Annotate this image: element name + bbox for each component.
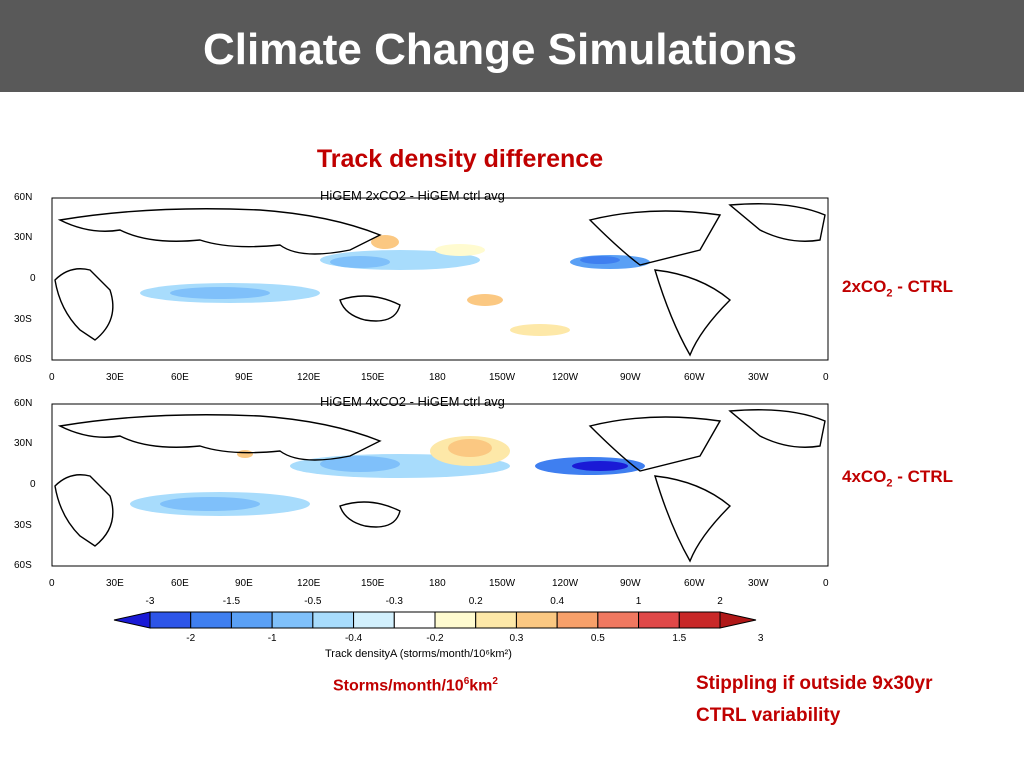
colorbar-swatch — [393, 611, 436, 629]
lon-label: 120W — [552, 578, 579, 589]
colorbar-tick-label: 1 — [635, 596, 642, 607]
lon-label: 90E — [235, 578, 253, 589]
lat-label: 0 — [30, 479, 36, 490]
colorbar-swatch — [678, 611, 721, 629]
lon-label: 90W — [620, 372, 641, 383]
map-panel-4xco2: HiGEM 4xCO2 - HiGEM ctrl avg 60N 30N 0 3… — [0, 394, 840, 589]
colorbar-tick-label: 2 — [717, 596, 723, 607]
colorbar-tick-label: 1.5 — [672, 633, 687, 644]
colorbar: -3 -1.5 -0.5 -0.3 0.2 0.4 1 2 -2 -1 -0.4 -0.2 0.3 0.… — [110, 596, 770, 666]
slide-title: Climate Change Simulations — [202, 25, 798, 74]
colorbar-swatch — [597, 611, 640, 629]
colorbar-arrow-right — [719, 611, 757, 629]
lon-label: 120E — [297, 372, 321, 383]
stippling-note: Stippling if outside 9x30yr CTRL variabi… — [696, 668, 933, 732]
map-title-2xco2: HiGEM 2xCO2 - HiGEM ctrl avg — [320, 188, 505, 203]
lon-label: 60W — [684, 578, 705, 589]
lat-label: 0 — [30, 273, 36, 284]
lon-label: 90E — [235, 372, 253, 383]
colorbar-tick-label: 0.3 — [509, 633, 524, 644]
lat-label: 60S — [14, 560, 32, 571]
colorbar-tick-label: -2 — [186, 633, 196, 644]
panel-label-2xco2: 2xCO2 - CTRL — [842, 277, 953, 300]
lon-label: 90W — [620, 578, 641, 589]
lon-label: 120E — [297, 578, 321, 589]
colorbar-tick-label: 0.2 — [468, 596, 483, 607]
colorbar-tick-label: -0.3 — [385, 596, 403, 607]
colorbar-tick-label: -0.5 — [304, 596, 322, 607]
lon-label: 60E — [171, 578, 189, 589]
lon-label: 30W — [748, 372, 769, 383]
colorbar-tick-label: -0.2 — [426, 633, 444, 644]
lon-label: 30E — [106, 372, 124, 383]
map-title-4xco2: HiGEM 4xCO2 - HiGEM ctrl avg — [320, 394, 505, 409]
colorbar-swatch — [190, 611, 232, 629]
stippling-line-2: CTRL variability — [696, 705, 841, 726]
colorbar-caption: Track densityA (storms/month/10⁶km²) — [325, 648, 512, 660]
lat-label: 60N — [14, 192, 33, 203]
chart-subtitle: Track density difference — [316, 145, 604, 173]
lat-label: 30S — [14, 314, 32, 325]
title-bar — [0, 0, 1024, 92]
lon-label: 0 — [49, 372, 55, 383]
map-panel-2xco2: HiGEM 2xCO2 - HiGEM ctrl avg 60N 30N 0 3… — [0, 188, 840, 383]
colorbar-swatch — [556, 611, 599, 629]
lon-label: 150W — [489, 372, 516, 383]
colorbar-tick-label: 3 — [757, 633, 764, 644]
colorbar-swatch — [271, 611, 314, 629]
colorbar-swatch — [312, 611, 355, 629]
lon-label: 150E — [361, 372, 385, 383]
colorbar-arrow-left — [113, 611, 151, 629]
lon-label: 150W — [489, 578, 516, 589]
lon-label: 0 — [823, 372, 829, 383]
colorbar-swatch — [230, 611, 273, 629]
lat-label: 30N — [14, 232, 33, 243]
colorbar-tick-label: -1 — [267, 633, 277, 644]
units-label: Storms/month/106km2 — [333, 676, 498, 695]
lon-label: 30W — [748, 578, 769, 589]
map-figure-2xco2 — [51, 197, 829, 361]
lat-label: 30S — [14, 520, 32, 531]
colorbar-swatch — [434, 611, 477, 629]
map-figure-4xco2 — [51, 403, 829, 567]
colorbar-tick-label: -1.5 — [222, 596, 241, 607]
colorbar-tick-label: 0.5 — [590, 633, 605, 644]
lon-label: 60W — [684, 372, 705, 383]
lon-label: 30E — [106, 578, 124, 589]
colorbar-swatch — [149, 611, 192, 629]
lon-label: 60E — [171, 372, 189, 383]
colorbar-tick-label: 0.4 — [550, 596, 565, 607]
colorbar-graphic — [113, 611, 757, 629]
lon-label: 0 — [823, 578, 829, 589]
colorbar-swatch — [515, 611, 558, 629]
lon-label: 150E — [361, 578, 385, 589]
lat-label: 30N — [14, 438, 33, 449]
lat-label: 60N — [14, 398, 33, 409]
lon-label: 180 — [429, 372, 446, 383]
colorbar-swatch — [638, 611, 680, 629]
lon-label: 120W — [552, 372, 579, 383]
colorbar-tick-label: -3 — [145, 596, 155, 607]
stippling-line-1: Stippling if outside 9x30yr — [696, 673, 933, 694]
lon-label: 180 — [429, 578, 446, 589]
colorbar-swatch — [475, 611, 517, 629]
colorbar-swatch — [353, 611, 395, 629]
lon-label: 0 — [49, 578, 55, 589]
lat-label: 60S — [14, 354, 32, 365]
panel-label-4xco2: 4xCO2 - CTRL — [842, 467, 953, 490]
colorbar-tick-label: -0.4 — [344, 633, 363, 644]
